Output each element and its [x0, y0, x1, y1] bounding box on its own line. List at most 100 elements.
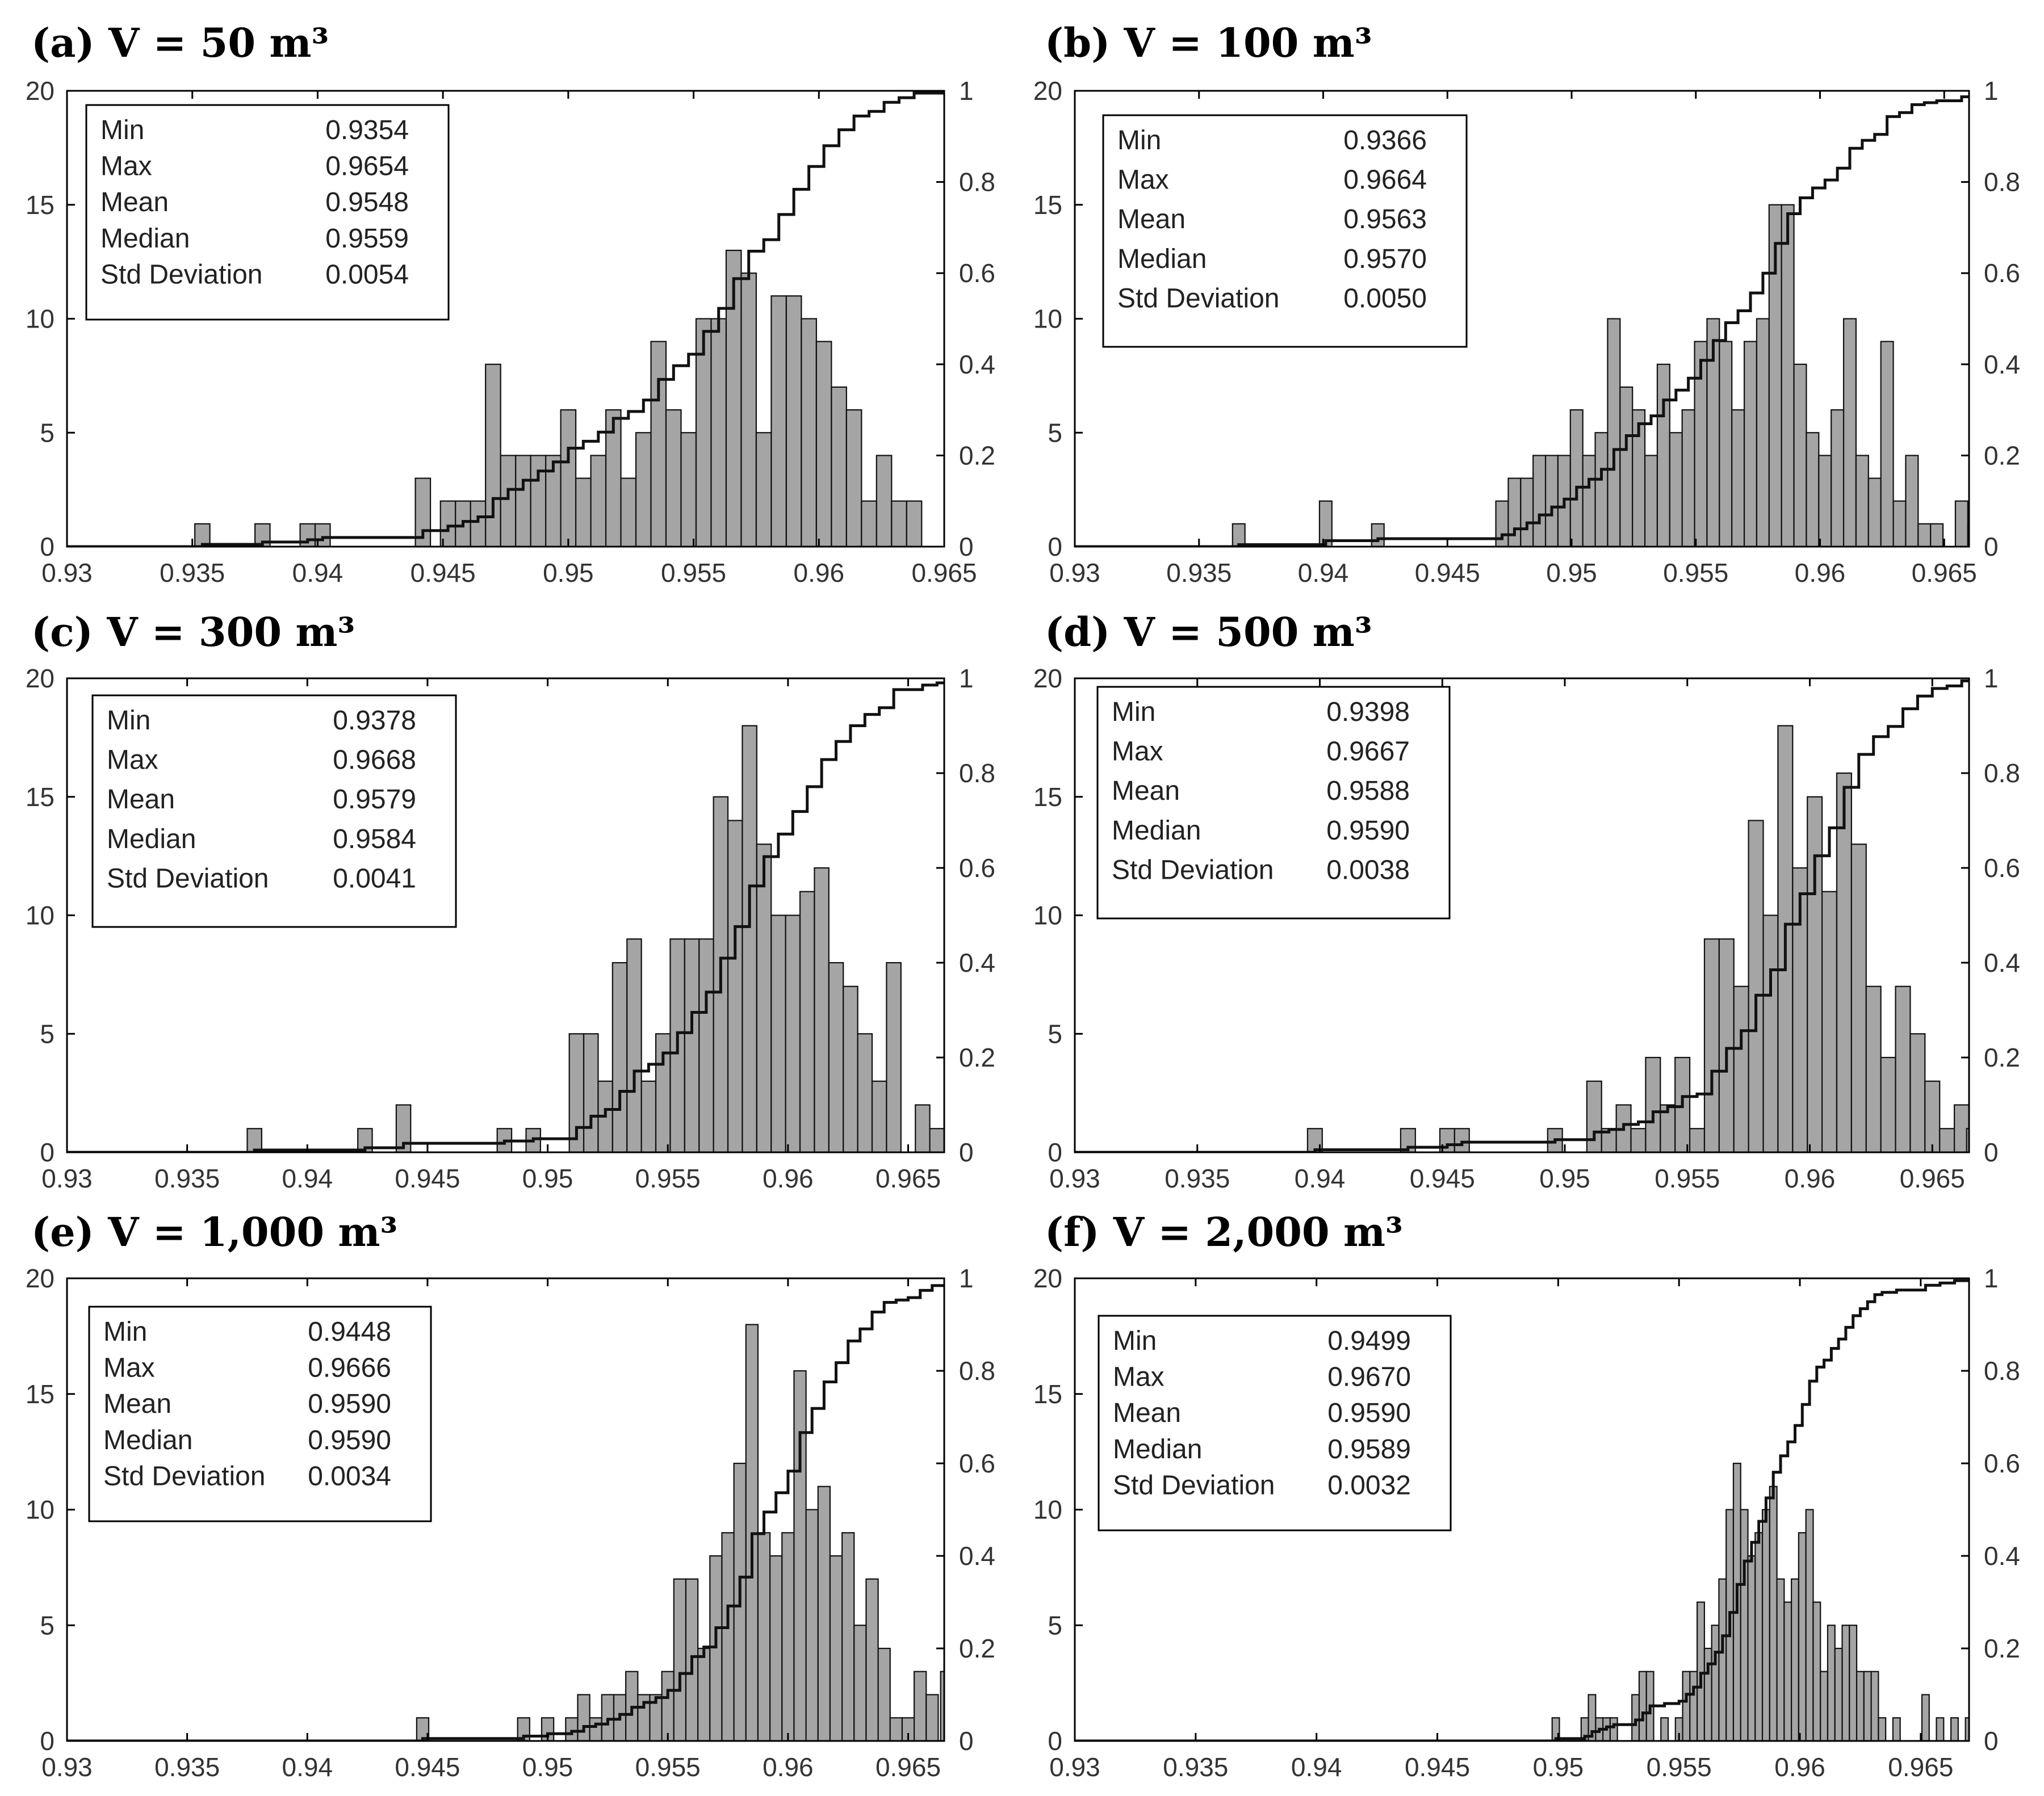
y-left-tick-label: 5	[1048, 418, 1062, 447]
stats-label: Median	[107, 824, 196, 854]
histogram-bar	[1754, 1532, 1764, 1741]
histogram-bar	[756, 844, 772, 1152]
x-tick-label: 0.965	[1912, 558, 1977, 588]
histogram-bar	[1936, 1717, 1945, 1741]
stats-box: Min 0.9378 Max 0.9668 Mean 0.9579 Median 0.9584…	[91, 694, 457, 928]
stats-value: 0.9548	[325, 187, 409, 217]
y-right-tick-label: 0	[1984, 532, 1999, 561]
histogram-bar	[1532, 455, 1547, 547]
y-right-tick-label: 1	[1984, 1264, 1999, 1293]
stats-value: 0.9590	[308, 1425, 391, 1455]
histogram-panel: (f) V = 2,000 m³ 0.93 0.935 0.94 0.945 0.95 0.…	[1033, 1208, 2020, 1782]
y-right-tick-label: 0.8	[959, 167, 995, 197]
histogram-panel: (d) V = 500 m³ 0.93 0.935 0.94 0.945 0.95 0.95…	[1033, 609, 2020, 1193]
stats-value: 0.9398	[1326, 697, 1410, 727]
y-right-tick-label: 1	[959, 1264, 974, 1293]
panel-title: (e) V = 1,000 m³	[31, 1208, 397, 1256]
x-tick-label: 0.93	[1049, 558, 1100, 588]
histogram-bar	[1740, 1509, 1749, 1741]
stats-value: 0.9559	[325, 224, 409, 254]
y-right-tick-label: 1	[1984, 664, 1999, 693]
y-left-tick-label: 0	[1048, 532, 1062, 561]
histogram-bar	[1619, 386, 1633, 547]
x-tick-label: 0.95	[543, 558, 594, 588]
stats-label: Std Deviation	[103, 1461, 266, 1491]
y-left-tick-label: 15	[1033, 1379, 1062, 1409]
stats-value: 0.9378	[333, 706, 416, 736]
histogram-bar	[1594, 432, 1609, 547]
histogram-bar	[1711, 1625, 1720, 1741]
histogram-bar	[1660, 1717, 1669, 1741]
y-right-tick-label: 0.4	[1984, 350, 2020, 379]
histogram-bar	[940, 1671, 944, 1741]
stats-label: Median	[1112, 816, 1201, 846]
y-left-tick-label: 5	[40, 1019, 55, 1048]
histogram-bar	[845, 409, 862, 547]
x-tick-label: 0.94	[1298, 558, 1349, 588]
histogram-bar	[1682, 1671, 1691, 1741]
histogram-bar	[815, 341, 832, 547]
y-left-tick-label: 20	[1033, 76, 1062, 106]
stats-box-frame	[1098, 1315, 1452, 1531]
y-right-tick-label: 1	[959, 76, 974, 106]
x-tick-label: 0.965	[911, 558, 977, 588]
x-tick-label: 0.96	[763, 1164, 814, 1193]
stats-value: 0.9667	[1326, 737, 1410, 767]
histogram-bar	[1703, 938, 1720, 1152]
histogram-bar	[575, 477, 592, 547]
stats-value: 0.0041	[333, 863, 416, 893]
histogram-bar	[626, 938, 642, 1152]
histogram-panel: (b) V = 100 m³ 0.93 0.935 0.94 0.945 0.95 0.95…	[1033, 19, 2020, 588]
stats-label: Mean	[1113, 1398, 1181, 1428]
histogram-bar	[1849, 1625, 1858, 1741]
x-tick-label: 0.965	[1888, 1752, 1953, 1782]
histogram-bar	[684, 938, 700, 1152]
histogram-bar	[1697, 1601, 1705, 1741]
x-tick-label: 0.96	[1774, 1752, 1825, 1782]
x-tick-label: 0.94	[1291, 1752, 1342, 1782]
histogram-bar	[1850, 844, 1867, 1152]
histogram-bar	[1232, 523, 1246, 547]
y-right-tick-label: 0.6	[1984, 258, 2020, 288]
histogram-bar	[770, 295, 788, 547]
stats-value: 0.9499	[1327, 1326, 1411, 1356]
histogram-bar	[877, 1647, 891, 1741]
histogram-bar	[565, 1717, 579, 1741]
y-left-tick-label: 10	[1033, 304, 1062, 334]
histogram-bar	[805, 1509, 819, 1741]
stats-label: Std Deviation	[1117, 283, 1280, 313]
stats-value: 0.9563	[1343, 204, 1427, 234]
histogram-bar	[770, 914, 786, 1152]
y-right-tick-label: 0.4	[1984, 948, 2020, 977]
y-right-tick-label: 0.8	[959, 1356, 995, 1386]
stats-value: 0.9590	[1327, 1398, 1411, 1428]
stats-box: Min 0.9398 Max 0.9667 Mean 0.9588 Median 0.9590…	[1096, 686, 1451, 920]
stats-value: 0.9589	[1327, 1434, 1411, 1465]
histogram-bar	[1638, 1671, 1647, 1741]
histogram-bar	[1798, 1532, 1807, 1741]
histogram-bar	[1805, 1509, 1814, 1741]
x-tick-label: 0.93	[41, 1164, 93, 1193]
histogram-bar	[485, 363, 501, 547]
histogram-bar	[799, 891, 815, 1152]
y-right-tick-label: 0.4	[1984, 1541, 2020, 1571]
stats-value: 0.9668	[333, 745, 416, 775]
cdf-line	[67, 677, 944, 1152]
x-tick-label: 0.94	[282, 1752, 333, 1782]
histogram-bar	[1630, 1128, 1647, 1152]
histogram-bar	[876, 455, 893, 547]
x-tick-label: 0.945	[1415, 558, 1480, 588]
y-left-tick-label: 20	[26, 664, 55, 693]
histogram-bar	[1950, 1717, 1959, 1741]
stats-label: Mean	[107, 784, 175, 815]
y-left-tick-label: 10	[1033, 901, 1062, 930]
stats-value: 0.9579	[333, 784, 416, 815]
x-tick-label: 0.95	[1546, 558, 1597, 588]
stats-box: Min 0.9366 Max 0.9664 Mean 0.9563 Median 0.9570…	[1102, 114, 1468, 348]
histogram-bar	[710, 318, 727, 547]
histogram-bar	[515, 455, 531, 547]
plot-area	[1075, 1278, 1969, 1741]
histogram-bar	[1793, 363, 1807, 547]
histogram-bar	[915, 1104, 931, 1152]
stats-label: Median	[100, 224, 190, 254]
